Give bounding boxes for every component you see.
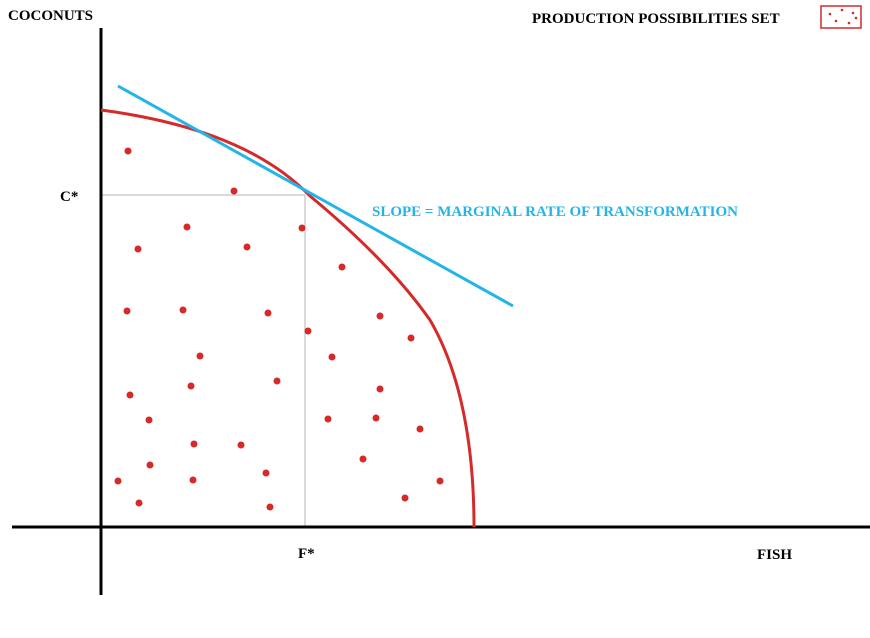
- production-set-dot: [298, 224, 306, 232]
- production-set-dot: [338, 263, 346, 271]
- production-set-dot: [183, 223, 191, 231]
- production-set-dot: [124, 147, 132, 155]
- f-star-label: F*: [298, 546, 315, 562]
- slope-annotation: SLOPE = MARGINAL RATE OF TRANSFORMATION: [372, 204, 738, 220]
- legend-dot: [851, 11, 855, 15]
- production-set-dot: [145, 416, 153, 424]
- production-set-dot: [126, 391, 134, 399]
- legend-dot: [828, 12, 832, 16]
- production-set-dot: [114, 477, 122, 485]
- production-possibilities-set-dots: [114, 147, 444, 511]
- mrt-tangent-line: [117, 84, 514, 308]
- production-set-dot: [401, 494, 409, 502]
- production-set-dot: [407, 334, 415, 342]
- legend-swatch: [820, 5, 862, 29]
- legend-swatch-dots: [828, 8, 858, 25]
- production-set-dot: [376, 385, 384, 393]
- production-set-dot: [189, 476, 197, 484]
- production-set-dot: [135, 499, 143, 507]
- production-set-dot: [304, 327, 312, 335]
- production-set-dot: [436, 477, 444, 485]
- production-set-dot: [134, 245, 142, 253]
- production-set-dot: [243, 243, 251, 251]
- production-set-dot: [196, 352, 204, 360]
- y-axis-label: COCONUTS: [8, 8, 93, 24]
- production-set-dot: [146, 461, 154, 469]
- production-set-dot: [264, 309, 272, 317]
- production-set-dot: [273, 377, 281, 385]
- production-set-dot: [328, 353, 336, 361]
- production-set-dot: [187, 382, 195, 390]
- production-set-dot: [190, 440, 198, 448]
- legend: PRODUCTION POSSIBILITIES SET: [532, 5, 862, 29]
- c-star-label: C*: [60, 189, 78, 205]
- legend-dot: [834, 19, 838, 23]
- production-set-dot: [123, 307, 131, 315]
- production-set-dot: [372, 414, 380, 422]
- legend-label: PRODUCTION POSSIBILITIES SET: [532, 11, 780, 27]
- production-set-dot: [262, 469, 270, 477]
- production-set-dot: [359, 455, 367, 463]
- legend-dot: [854, 16, 858, 20]
- production-set-dot: [376, 312, 384, 320]
- legend-dot: [840, 8, 844, 12]
- production-set-dot: [266, 503, 274, 511]
- production-set-dot: [416, 425, 424, 433]
- x-axis-label: FISH: [757, 547, 792, 563]
- legend-dot: [847, 21, 851, 25]
- production-set-dot: [230, 187, 238, 195]
- production-set-dot: [324, 415, 332, 423]
- production-set-dot: [237, 441, 245, 449]
- production-possibilities-frontier: [100, 108, 476, 528]
- production-set-dot: [179, 306, 187, 314]
